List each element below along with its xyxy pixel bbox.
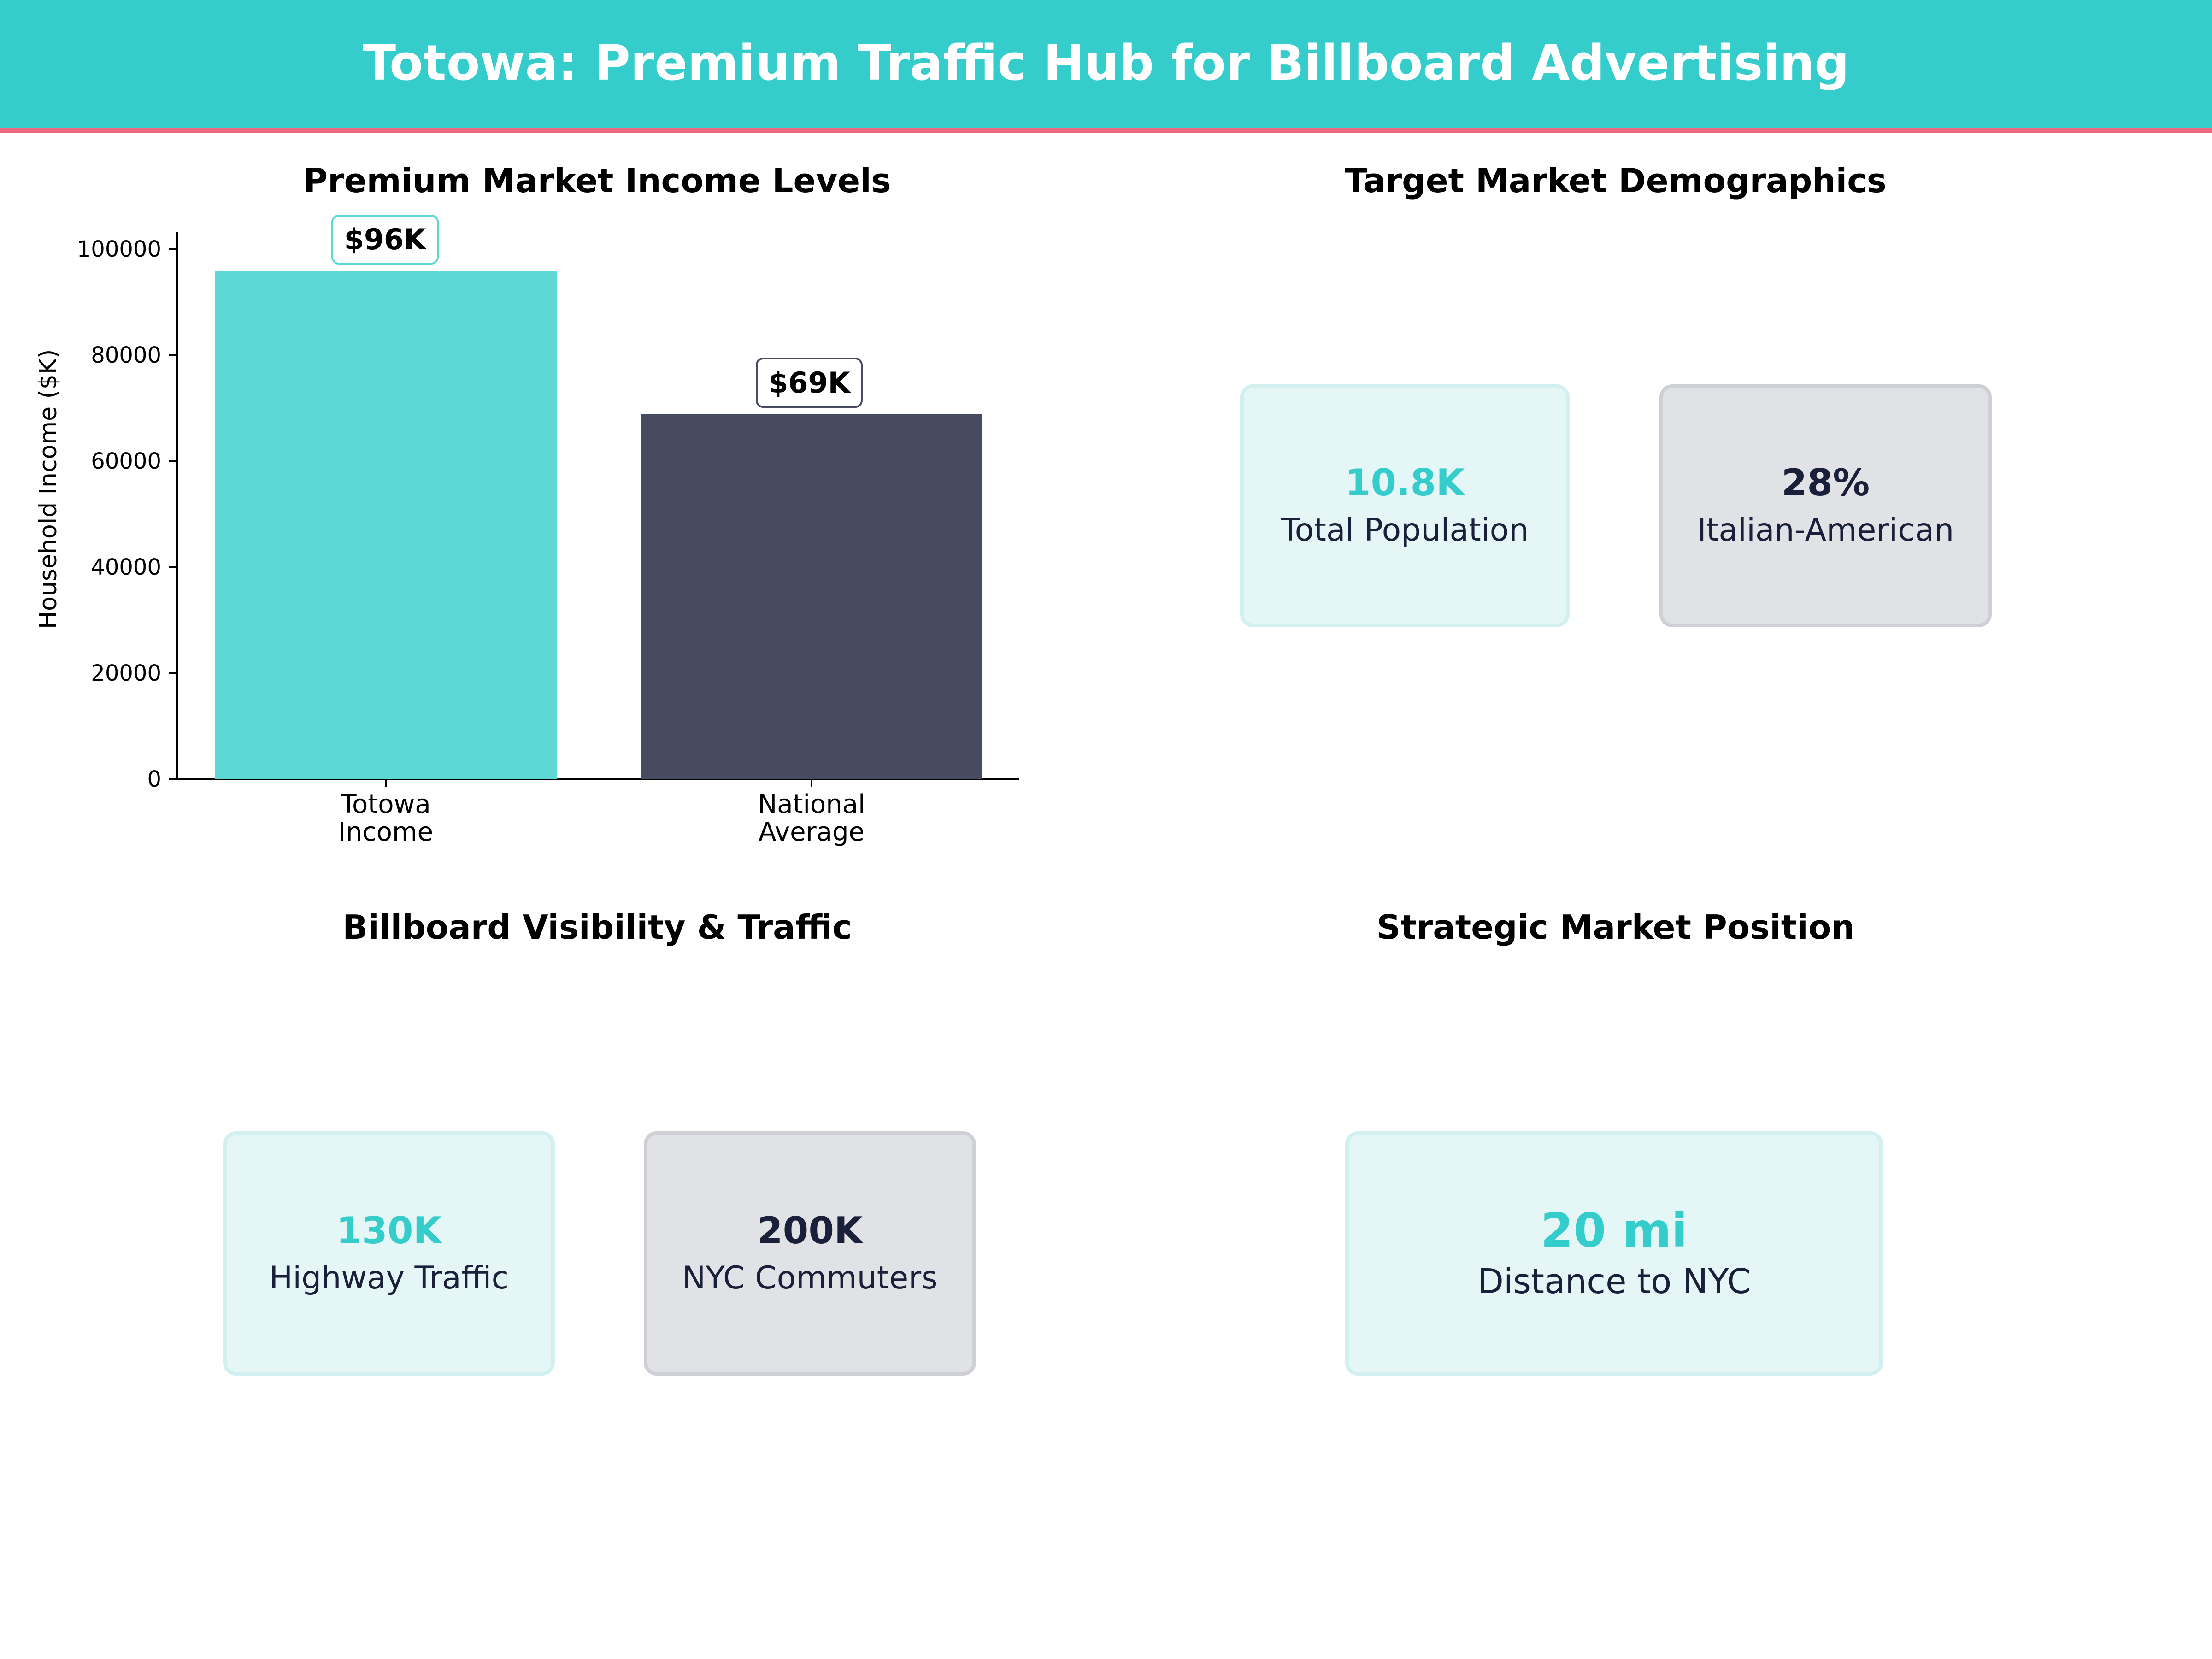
stat-card-distance-to-nyc: 20 mi Distance to NYC — [1345, 1131, 1883, 1376]
x-tick-label: Totowa Income — [247, 791, 524, 846]
x-tick-label-line: Average — [759, 817, 865, 847]
stat-value: 20 mi — [1541, 1203, 1688, 1259]
header-banner — [0, 0, 2212, 129]
page-title: Totowa: Premium Traffic Hub for Billboar… — [362, 35, 1850, 91]
stat-value: 28% — [1781, 461, 1870, 504]
stat-card-highway-traffic: 130K Highway Traffic — [223, 1131, 555, 1376]
traffic-title: Billboard Visibility & Traffic — [342, 908, 852, 947]
y-tick — [169, 566, 176, 568]
x-tick-label-line: National — [758, 789, 865, 819]
y-tick-label: 60000 — [91, 448, 161, 474]
x-tick-label: National Average — [673, 791, 950, 846]
x-tick — [385, 779, 387, 787]
stat-label: Italian-American — [1697, 512, 1954, 548]
bar-totowa-income — [215, 271, 557, 779]
header-accent-stripe — [0, 128, 2212, 133]
y-tick-label: 80000 — [91, 342, 161, 368]
y-axis-label: Household Income ($K) — [35, 349, 62, 629]
y-tick — [169, 460, 176, 462]
y-tick — [169, 672, 176, 674]
stat-card-italian-american: 28% Italian-American — [1659, 384, 1992, 627]
stat-value: 10.8K — [1345, 461, 1465, 504]
stat-card-total-population: 10.8K Total Population — [1240, 384, 1570, 627]
y-tick — [169, 778, 176, 780]
demographics-title: Target Market Demographics — [1345, 161, 1887, 200]
stat-value: 130K — [336, 1209, 442, 1252]
y-axis-line — [176, 232, 178, 780]
y-tick-label: 20000 — [91, 660, 161, 686]
bar-national-average — [641, 414, 982, 779]
bar-value-label: $96K — [331, 215, 439, 265]
y-tick — [169, 354, 176, 356]
y-tick-label: 0 — [147, 766, 161, 792]
x-tick-label-line: Totowa — [341, 789, 431, 819]
stat-value: 200K — [757, 1209, 863, 1252]
strategic-title: Strategic Market Position — [1377, 908, 1855, 947]
y-tick — [169, 248, 176, 250]
stat-label: Highway Traffic — [269, 1259, 509, 1296]
stat-label: NYC Commuters — [682, 1259, 938, 1296]
stat-label: Distance to NYC — [1477, 1262, 1751, 1302]
income-chart-title: Premium Market Income Levels — [303, 161, 891, 200]
x-tick — [811, 779, 812, 787]
stat-label: Total Population — [1281, 512, 1529, 548]
y-tick-label: 100000 — [76, 236, 161, 262]
bar-value-label: $69K — [756, 358, 863, 408]
stat-card-nyc-commuters: 200K NYC Commuters — [644, 1131, 976, 1376]
x-axis-line — [176, 778, 1019, 780]
x-tick-label-line: Income — [338, 817, 434, 847]
y-tick-label: 40000 — [91, 554, 161, 580]
